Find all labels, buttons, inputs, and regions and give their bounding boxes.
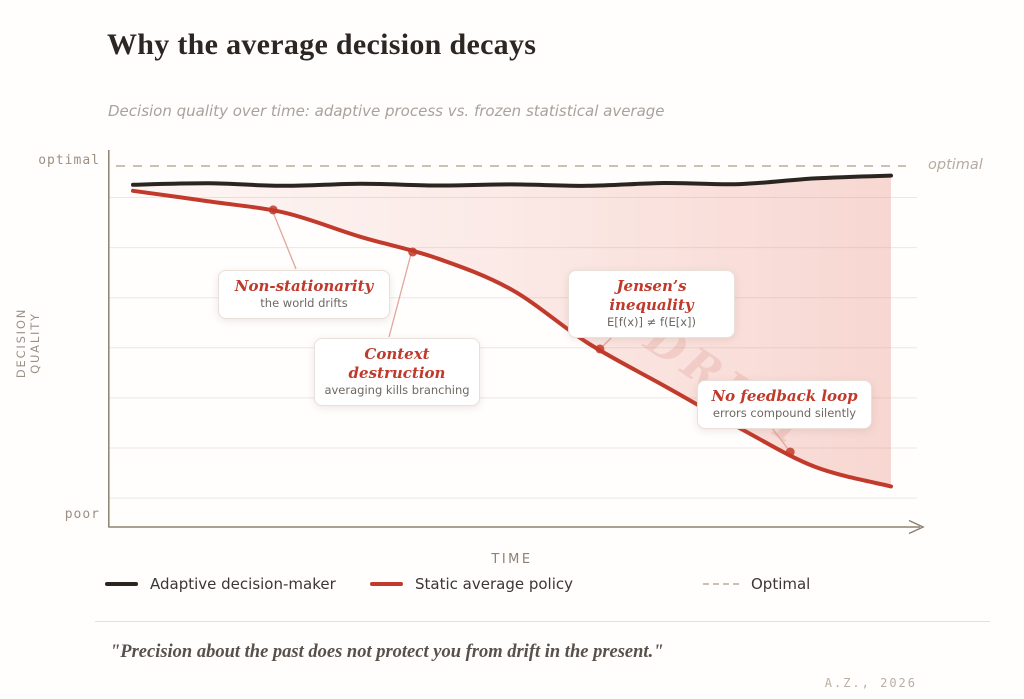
legend-label: Adaptive decision-maker [150,575,336,593]
annotation-subtitle: averaging kills branching [324,382,470,397]
page-subtitle: Decision quality over time: adaptive pro… [108,102,665,120]
annotation-subtitle: errors compound silently [712,405,857,420]
legend-label: Optimal [751,575,811,593]
annotation-jensens-inequality: Jensen’s inequality E[f(x)] ≠ f(E[x]) [568,270,735,339]
solid-black-line-icon [105,582,138,586]
annotation-title: Jensen’s inequality [609,277,694,314]
legend-item-optimal: Optimal [703,574,810,594]
annotation-non-stationarity: Non-stationarity the world drifts [218,270,390,320]
annotation-context-destruction: Context destruction averaging kills bran… [314,338,480,407]
legend-item-static: Static average policy [370,574,573,594]
marker-dot [268,205,278,215]
static-average-line [131,188,893,489]
y-tick-poor: poor [64,507,100,522]
legend-label: Static average policy [415,575,573,593]
marker-dot [595,344,605,354]
leader-line [272,211,297,270]
adaptive-line [131,173,893,188]
annotation-subtitle: E[f(x)] ≠ f(E[x]) [606,314,697,329]
y-axis-title: DECISION QUALITY [14,307,42,379]
annotation-title: Non-stationarity [234,277,374,295]
page-title: Why the average decision decays [107,28,537,61]
quality-gap-fill [133,175,891,487]
solid-red-line-icon [370,582,403,586]
chart-legend: Adaptive decision-maker Static average p… [0,574,1024,594]
annotation-subtitle: the world drifts [260,295,348,310]
footer-quote: "Precision about the past does not prote… [110,642,664,662]
y-tick-optimal: optimal [38,153,100,168]
marker-dot [785,447,795,457]
leader-line [388,253,412,338]
optimal-line-label: optimal [928,157,983,173]
author-credit: A.Z., 2026 [824,676,917,690]
annotation-no-feedback-loop: No feedback loop errors compound silentl… [697,380,872,430]
annotation-title: No feedback loop [711,387,858,405]
footer-divider [95,621,990,622]
x-axis-title: TIME [491,552,533,567]
marker-dot [408,247,418,257]
annotation-title: Context destruction [348,345,446,382]
axis-arrowhead-icon [908,519,925,535]
dashed-line-icon [703,583,739,585]
legend-item-adaptive: Adaptive decision-maker [105,574,336,594]
